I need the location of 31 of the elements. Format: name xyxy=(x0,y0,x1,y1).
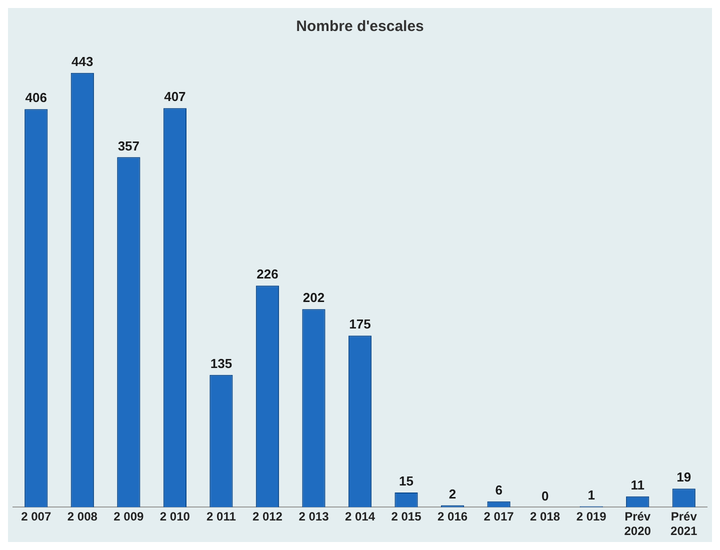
x-tick-label: 2 011 xyxy=(206,510,236,524)
data-label: 0 xyxy=(541,488,549,504)
data-label: 226 xyxy=(256,266,278,282)
x-tick-label: 2 013 xyxy=(298,510,330,524)
data-label: 11 xyxy=(630,477,644,492)
data-label: 2 xyxy=(448,486,456,502)
x-tick-label: 2 012 xyxy=(252,510,283,524)
x-tick-label: 2 007 xyxy=(21,510,52,524)
chart-title: Nombre d'escales xyxy=(296,18,424,36)
data-label: 175 xyxy=(349,316,371,332)
data-label: 406 xyxy=(25,90,47,106)
x-tick-label: Prév 2020 xyxy=(624,510,652,538)
data-label: 135 xyxy=(210,356,232,371)
x-tick-label: 2 015 xyxy=(391,510,422,524)
x-tick-label: 2 018 xyxy=(530,510,560,524)
data-label: 1 xyxy=(588,487,595,502)
x-tick-label: Prév 2021 xyxy=(670,510,698,538)
data-label: 443 xyxy=(72,54,94,69)
data-label: 202 xyxy=(302,290,325,306)
data-label: 407 xyxy=(164,89,186,104)
x-tick-label: 2 019 xyxy=(576,510,607,524)
x-tick-label: 2 009 xyxy=(114,510,144,524)
data-label: 6 xyxy=(495,482,502,498)
x-tick-label: 2 014 xyxy=(344,510,376,524)
x-tick-label: 2 010 xyxy=(160,510,190,524)
x-tick-label: 2 017 xyxy=(484,510,514,524)
x-tick-label: 2 016 xyxy=(438,510,468,524)
data-label: 357 xyxy=(118,138,140,154)
data-label: 15 xyxy=(399,474,414,489)
data-label: 19 xyxy=(676,470,692,485)
x-tick-label: 2 008 xyxy=(67,510,98,524)
